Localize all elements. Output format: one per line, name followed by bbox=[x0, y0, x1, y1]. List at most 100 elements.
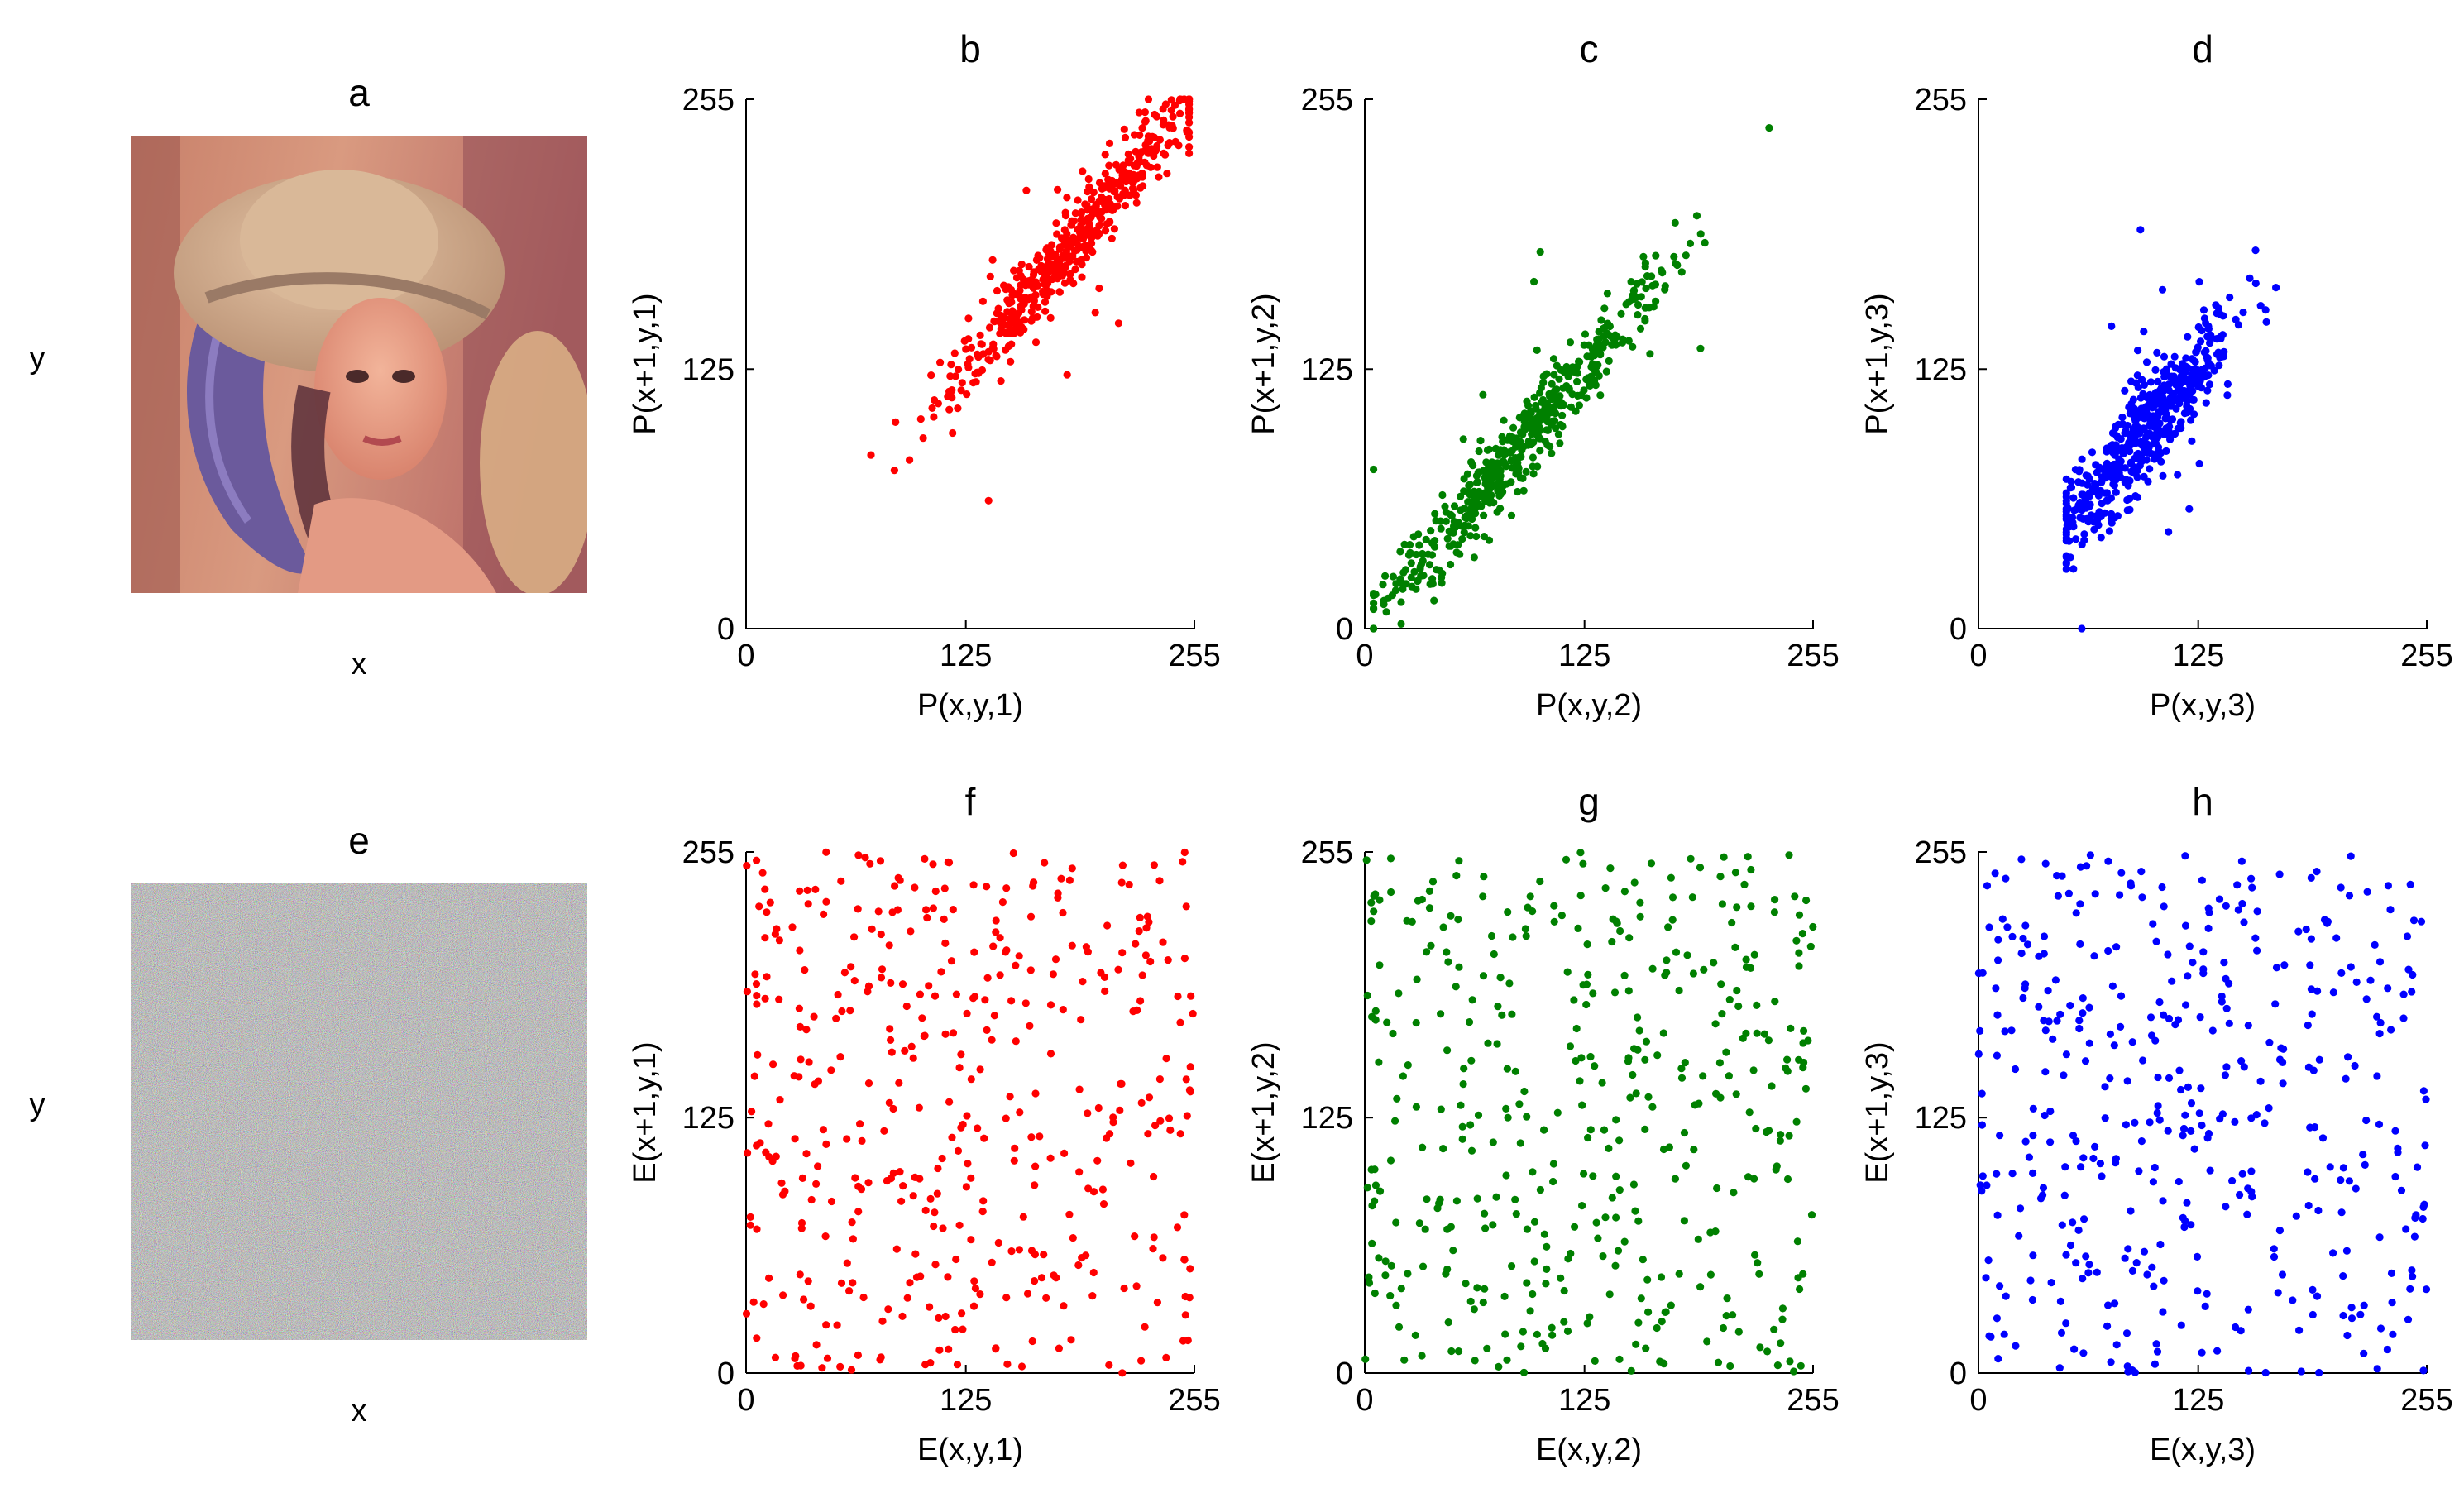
data-point bbox=[864, 1079, 873, 1088]
data-point bbox=[1034, 281, 1042, 290]
data-point bbox=[1667, 873, 1675, 882]
data-point bbox=[788, 923, 797, 931]
data-point bbox=[765, 1274, 773, 1282]
data-point bbox=[1370, 624, 1378, 633]
data-point bbox=[834, 990, 842, 999]
data-point bbox=[2387, 1269, 2396, 1277]
data-point bbox=[1493, 508, 1501, 516]
data-point bbox=[1572, 407, 1580, 415]
data-point bbox=[1461, 521, 1469, 529]
data-point bbox=[1720, 853, 1728, 861]
data-point bbox=[874, 907, 883, 916]
data-point bbox=[2399, 1014, 2408, 1022]
data-point bbox=[2218, 1110, 2227, 1118]
data-point bbox=[1160, 116, 1168, 124]
data-point bbox=[2078, 490, 2086, 499]
data-point bbox=[1415, 541, 1423, 549]
data-point bbox=[1548, 1331, 1557, 1339]
y-axis-label: P(x+1,y,2) bbox=[1246, 293, 1281, 434]
data-point bbox=[1069, 252, 1077, 261]
data-point bbox=[1088, 227, 1096, 236]
data-point bbox=[2237, 857, 2246, 865]
data-point bbox=[753, 992, 761, 1000]
data-point bbox=[2117, 992, 2126, 1000]
data-point bbox=[2062, 1251, 2070, 1259]
data-point bbox=[1185, 1294, 1194, 1302]
data-point bbox=[1408, 582, 1416, 591]
data-point bbox=[1371, 1181, 1380, 1189]
data-point bbox=[1012, 274, 1021, 282]
data-point bbox=[1467, 1056, 1476, 1065]
data-point bbox=[753, 1141, 761, 1150]
data-point bbox=[1532, 416, 1540, 424]
data-point bbox=[2041, 1026, 2050, 1035]
data-point bbox=[2055, 1364, 2064, 1372]
data-point bbox=[1155, 173, 1163, 181]
data-point bbox=[2000, 1330, 2008, 1338]
data-point bbox=[1723, 1294, 1731, 1303]
data-point bbox=[927, 371, 935, 380]
data-point bbox=[1088, 1292, 1097, 1300]
data-point bbox=[2069, 565, 2078, 573]
data-point bbox=[827, 1066, 835, 1074]
data-point bbox=[1055, 288, 1064, 296]
data-point bbox=[945, 387, 954, 395]
data-point bbox=[1514, 469, 1523, 477]
data-point bbox=[1163, 170, 1171, 178]
data-point bbox=[1128, 178, 1136, 186]
data-point bbox=[916, 415, 925, 423]
data-point bbox=[1455, 963, 1463, 971]
data-point bbox=[2307, 985, 2315, 993]
data-point bbox=[1589, 1172, 1597, 1180]
data-point bbox=[2158, 285, 2167, 294]
data-point bbox=[1479, 892, 1487, 901]
data-point bbox=[919, 434, 927, 443]
y-tick-label: 255 bbox=[1915, 83, 1967, 117]
data-point bbox=[1386, 1291, 1395, 1300]
data-point bbox=[1489, 1221, 1497, 1229]
data-point bbox=[2153, 1347, 2162, 1356]
data-point bbox=[897, 1197, 906, 1205]
data-point bbox=[2181, 1217, 2189, 1225]
data-point bbox=[1592, 342, 1600, 350]
panel-e-x-label: x bbox=[352, 1394, 367, 1428]
data-point bbox=[2192, 348, 2200, 357]
data-point bbox=[1521, 925, 1529, 933]
data-point bbox=[1103, 1134, 1111, 1142]
data-point bbox=[1108, 234, 1116, 242]
data-point bbox=[1459, 1080, 1467, 1089]
data-point bbox=[1146, 957, 1155, 966]
data-point bbox=[847, 1366, 856, 1374]
data-point bbox=[1615, 1136, 1624, 1145]
data-point bbox=[1734, 1328, 1743, 1336]
data-point bbox=[2223, 391, 2232, 400]
data-point bbox=[892, 1245, 901, 1253]
data-point bbox=[1075, 1085, 1084, 1093]
data-point bbox=[2247, 1167, 2256, 1175]
data-point bbox=[2210, 366, 2218, 375]
data-point bbox=[1480, 533, 1488, 541]
data-point bbox=[1641, 1055, 1649, 1064]
data-point bbox=[2222, 1203, 2230, 1211]
data-point bbox=[929, 860, 937, 869]
data-point bbox=[796, 1270, 804, 1279]
data-point bbox=[2090, 952, 2098, 960]
data-point bbox=[1583, 940, 1591, 949]
data-point bbox=[806, 1302, 815, 1310]
data-point bbox=[1381, 1257, 1390, 1266]
data-point bbox=[898, 980, 907, 988]
data-point bbox=[2171, 1021, 2179, 1029]
data-point bbox=[1432, 517, 1440, 525]
data-point bbox=[2419, 1214, 2427, 1223]
data-point bbox=[2213, 1347, 2222, 1355]
data-point bbox=[916, 990, 924, 998]
data-point bbox=[886, 1025, 894, 1033]
data-point bbox=[1776, 1136, 1784, 1145]
data-point bbox=[2175, 1066, 2184, 1074]
data-point bbox=[1386, 854, 1395, 863]
y-tick-label: 0 bbox=[1950, 1357, 1967, 1391]
data-point bbox=[1463, 470, 1471, 478]
data-point bbox=[1699, 1072, 1707, 1080]
data-point bbox=[898, 1312, 907, 1320]
